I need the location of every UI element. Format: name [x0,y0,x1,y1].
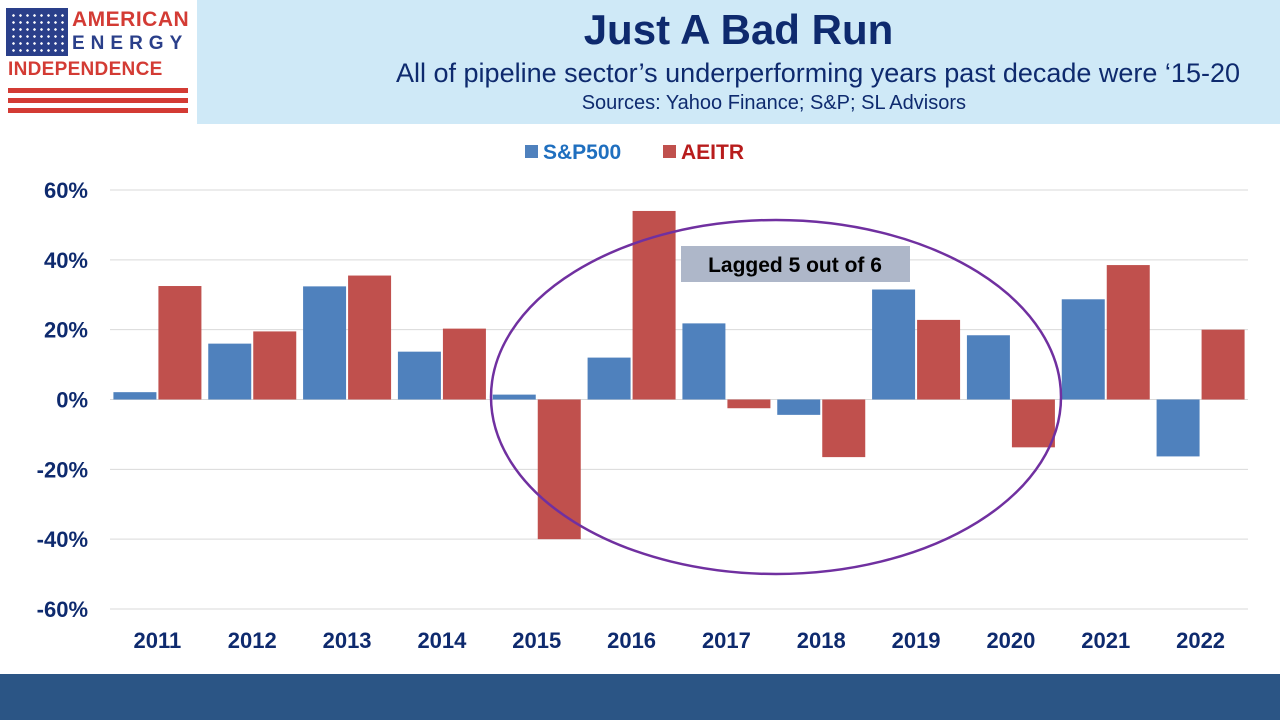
bar-aeitr-2016 [632,210,676,400]
chart-grid [110,189,1248,610]
bar-sp500-2018 [777,399,821,415]
chart-annotation: Lagged 5 out of 6 [489,218,1063,576]
y-tick-label: -60% [37,597,88,622]
x-tick-label: 2013 [323,628,372,653]
x-tick-label: 2017 [702,628,751,653]
bar-sp500-2013 [303,286,347,400]
bar-aeitr-2013 [348,275,392,400]
bar-aeitr-2014 [442,328,486,400]
x-tick-label: 2012 [228,628,277,653]
bar-aeitr-2019 [917,319,961,400]
bar-sp500-2017 [682,323,726,400]
bar-aeitr-2020 [1011,399,1055,448]
x-tick-label: 2018 [797,628,846,653]
legend-label: S&P500 [543,141,621,164]
annotation-box [681,246,910,282]
bar-chart: 60% 40% 20% 0% -20% -40% -60% 2011 2012 2013 2014… [37,141,1248,653]
bar-aeitr-2018 [822,399,866,458]
x-tick-label: 2016 [607,628,656,653]
bar-sp500-2012 [208,343,252,400]
legend-label: AEITR [681,141,744,164]
y-tick-label: 0% [56,388,88,413]
x-tick-label: 2021 [1081,628,1130,653]
y-tick-label: 40% [44,248,88,273]
bar-aeitr-2017 [727,399,771,409]
y-tick-label: -20% [37,457,88,482]
y-tick-label: 60% [44,178,88,203]
legend-swatch [525,145,538,158]
x-tick-label: 2020 [986,628,1035,653]
bar-sp500-2022 [1156,399,1200,457]
x-tick-label: 2011 [134,628,182,653]
logo-line-independence: INDEPENDENCE [8,59,163,80]
x-tick-label: 2015 [512,628,561,653]
x-tick-label: 2022 [1176,628,1225,653]
logo: AMERICAN ENERGY INDEPENDENCE [6,6,190,118]
bar-sp500-2014 [397,351,441,400]
footer-bar [0,674,1280,720]
title-band [197,0,1280,124]
highlight-ellipse [489,218,1063,576]
logo-stripe [8,88,188,93]
logo-stripe [8,98,188,103]
bar-aeitr-2022 [1201,329,1245,400]
legend-swatch [663,145,676,158]
x-tick-label: 2014 [417,628,467,653]
bar-sp500-2019 [872,289,916,400]
bar-aeitr-2015 [537,399,581,540]
bar-aeitr-2021 [1106,265,1150,400]
bar-sp500-2015 [492,394,536,400]
bar-sp500-2021 [1061,299,1105,400]
page-title: Just A Bad Run [583,6,894,53]
chart-legend: S&P500 AEITR [525,141,744,164]
y-tick-label: -40% [37,527,88,552]
bar-aeitr-2012 [253,331,297,400]
logo-line-american: AMERICAN [72,8,190,31]
header: AMERICAN ENERGY INDEPENDENCE Just A Bad … [0,0,1280,124]
us-flag-icon [6,8,68,56]
logo-line-energy: ENERGY [72,33,189,54]
x-axis-ticks: 2011 2012 2013 2014 2015 2016 2017 2018 2019 2020… [134,628,1226,653]
sources-note: Sources: Yahoo Finance; S&P; SL Advisors [581,92,966,114]
x-tick-label: 2019 [892,628,941,653]
bar-aeitr-2011 [158,286,202,400]
bar-sp500-2020 [966,335,1010,400]
y-tick-label: 20% [44,318,88,343]
annotation-label: Lagged 5 out of 6 [708,254,882,277]
bar-sp500-2011 [113,392,157,400]
y-axis-ticks: 60% 40% 20% 0% -20% -40% -60% [37,178,88,622]
bar-sp500-2016 [587,357,631,400]
logo-stripe [8,108,188,113]
page-subtitle: All of pipeline sector’s underperforming… [396,58,1240,88]
